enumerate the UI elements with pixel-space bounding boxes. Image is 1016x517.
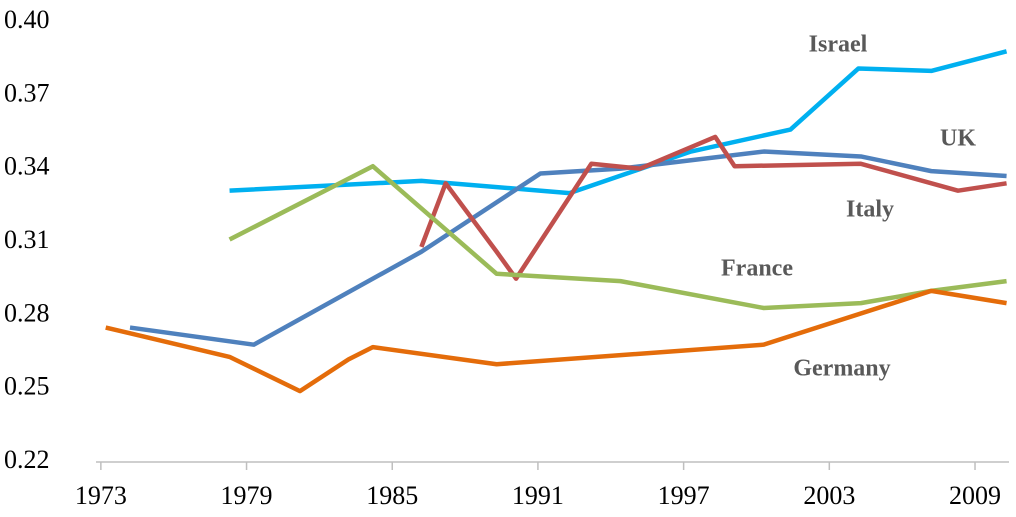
series-label: Israel	[809, 32, 868, 58]
x-tick-label: 1979	[221, 481, 273, 510]
x-tick-label: 1973	[75, 481, 127, 510]
series-label: France	[721, 256, 793, 282]
y-tick-label: 0.31	[4, 225, 50, 254]
series-label: Germany	[793, 356, 890, 382]
x-tick-label: 1991	[512, 481, 564, 510]
y-tick-label: 0.25	[4, 372, 50, 401]
series-line	[105, 288, 1007, 394]
y-tick-label: 0.40	[4, 5, 50, 34]
y-tick-label: 0.22	[4, 445, 50, 474]
series-line	[129, 149, 1007, 347]
x-tick-label: 2003	[803, 481, 855, 510]
series-line	[419, 134, 1007, 281]
series-label: Italy	[846, 197, 894, 223]
y-tick-label: 0.28	[4, 298, 50, 327]
y-tick-label: 0.37	[4, 78, 50, 107]
x-tick-label: 1985	[366, 481, 418, 510]
series-label: UK	[940, 126, 976, 152]
series-line	[228, 163, 1007, 311]
x-tick-label: 2009	[949, 481, 1001, 510]
x-tick-label: 1997	[658, 481, 710, 510]
y-tick-label: 0.34	[4, 152, 50, 181]
